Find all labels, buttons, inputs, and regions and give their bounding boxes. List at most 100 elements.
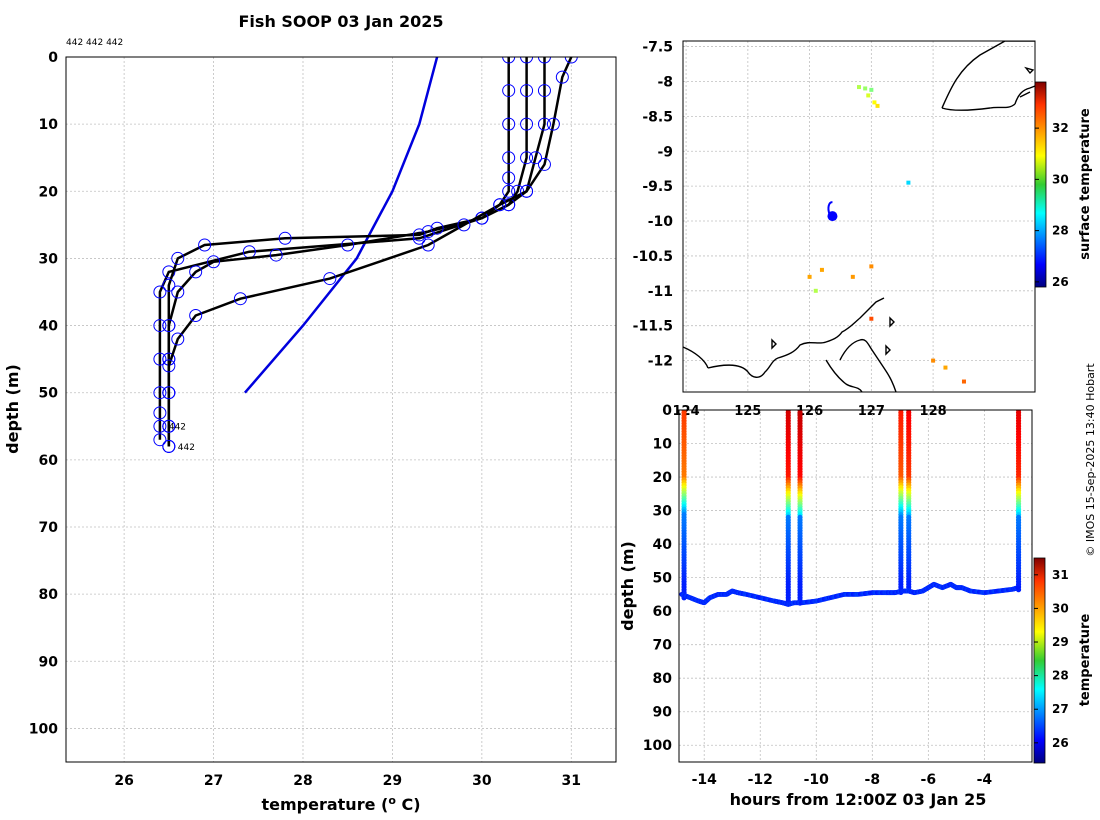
map-y-tick-label: -11 <box>648 284 673 300</box>
section-y-tick-label: 30 <box>653 504 673 520</box>
profile-marker <box>502 151 516 165</box>
profile-series <box>153 57 578 453</box>
profile-marker <box>189 265 203 279</box>
colorbar-tick-label: 32 <box>1052 121 1069 135</box>
profile-marker <box>502 171 516 185</box>
map-x-tick-label: 128 <box>920 404 947 419</box>
coastline-north-islet <box>1014 85 1035 105</box>
sst-pixel <box>906 180 911 185</box>
section-points <box>679 410 1022 607</box>
section-x-tick-label: -12 <box>748 772 773 788</box>
colorbar-tick-label: 31 <box>1052 568 1069 582</box>
section-panel: -14 -12 -10 -8 -6 -4 0 10 20 30 40 50 60 70 80 90 100 26… <box>618 403 1093 809</box>
map-y-tick-label: -12 <box>648 354 673 370</box>
map-x-tick-label: 125 <box>734 404 761 419</box>
profile-marker <box>421 225 435 239</box>
y-tick-label: 20 <box>39 184 59 200</box>
profile-marker <box>233 292 247 306</box>
sst-pixel <box>875 103 880 108</box>
x-tick-label: 27 <box>204 773 223 789</box>
x-tick-label: 28 <box>293 773 312 789</box>
section-y-tick-label: 50 <box>653 571 673 587</box>
profile-marker <box>162 359 176 373</box>
profile-panel: Fish SOOP 03 Jan 2025 442 442 442 26 27 28… <box>3 12 617 814</box>
profile-marker <box>162 439 176 453</box>
map-y-tick-label: -8.5 <box>642 109 673 125</box>
map-grid <box>683 41 1035 392</box>
sst-pixel <box>813 288 818 293</box>
section-x-tick-label: -6 <box>921 772 937 788</box>
climatology-line <box>243 57 439 394</box>
profile-marker <box>502 84 516 98</box>
section-y-tick-label: 70 <box>653 638 673 654</box>
profile-marker <box>537 57 551 64</box>
map-colorbar-ticks: 26 28 30 32 <box>1035 121 1069 289</box>
profile-marker <box>564 57 578 64</box>
section-x-tick-label: -8 <box>865 772 881 788</box>
map-y-tick-label: -10.5 <box>633 249 673 265</box>
map-y-tick-label: -9 <box>657 144 673 160</box>
temperature-profile-line <box>158 57 510 440</box>
y-tick-label: 30 <box>39 251 59 267</box>
profile-marker <box>278 231 292 245</box>
map-colorbar <box>1034 81 1047 288</box>
colorbar-tick-label: 28 <box>1052 669 1069 683</box>
profile-axes-box <box>65 56 617 763</box>
y-tick-label: 100 <box>29 721 58 737</box>
profile-marker <box>162 419 176 433</box>
profile-marker <box>555 70 569 84</box>
profile-marker <box>323 272 337 286</box>
section-x-tick-label: -10 <box>804 772 830 788</box>
profile-marker <box>162 319 176 333</box>
coastline-south <box>683 297 885 378</box>
bottom-point <box>1015 585 1020 591</box>
profile-grid <box>66 56 616 762</box>
map-y-tick-label: -8 <box>657 74 673 90</box>
profile-marker <box>520 151 534 165</box>
top-annotation: 442 442 442 <box>66 38 123 48</box>
x-tick-label: 29 <box>383 773 402 789</box>
credit-text: © IMOS 15-Sep-2025 13:40 Hobart <box>1084 363 1097 557</box>
sst-pixel <box>869 316 874 321</box>
profile-marker <box>153 386 167 400</box>
profile-marker <box>520 57 534 64</box>
section-ticks: -14 -12 -10 -8 -6 -4 0 10 20 30 40 50 60 70 80 90 100 <box>643 403 993 788</box>
sst-pixel <box>869 87 874 92</box>
profile-marker <box>162 278 176 292</box>
temperature-profile-line <box>167 57 528 447</box>
sst-pixels <box>807 85 966 384</box>
profile-marker <box>529 151 543 165</box>
y-tick-label: 40 <box>39 319 59 335</box>
map-y-tick-label: -11.5 <box>633 319 673 335</box>
section-y-label: depth (m) <box>618 541 637 631</box>
ship-track-marker <box>827 201 838 222</box>
profile-end-label: 442 <box>169 423 186 433</box>
coastline-islands <box>771 316 895 356</box>
profile-ticks: 26 27 28 29 30 31 0 10 20 30 40 50 60 70 80 90 100 <box>29 50 581 789</box>
profile-end-labels: 442 442 <box>169 423 195 453</box>
profile-marker <box>520 184 534 198</box>
map-panel: 124125126127128-7.5-8-8.5-9-9.5-10-10.5-… <box>633 40 1093 419</box>
profile-marker <box>162 265 176 279</box>
section-y-tick-label: 40 <box>653 537 673 553</box>
colorbar-tick-label: 27 <box>1052 702 1069 716</box>
y-tick-label: 60 <box>39 453 59 469</box>
y-tick-label: 50 <box>39 386 59 402</box>
profile-marker <box>189 309 203 322</box>
profile-marker <box>520 117 534 131</box>
profile-marker <box>546 117 560 131</box>
profile-marker <box>162 386 176 400</box>
colorbar-tick-label: 30 <box>1052 172 1069 186</box>
profile-marker <box>537 117 551 131</box>
profile-marker <box>153 433 167 447</box>
sst-pixel <box>857 85 861 90</box>
coastline-north <box>941 41 1035 109</box>
section-colorbar <box>1033 557 1046 764</box>
profile-x-label: temperature (o C) <box>261 794 420 814</box>
profile-marker <box>269 248 283 262</box>
colorbar-tick-label: 26 <box>1052 275 1069 289</box>
map-y-tick-label: -7.5 <box>642 40 673 56</box>
track-tail <box>827 201 833 215</box>
section-colorbar-label: temperature <box>1078 614 1093 707</box>
